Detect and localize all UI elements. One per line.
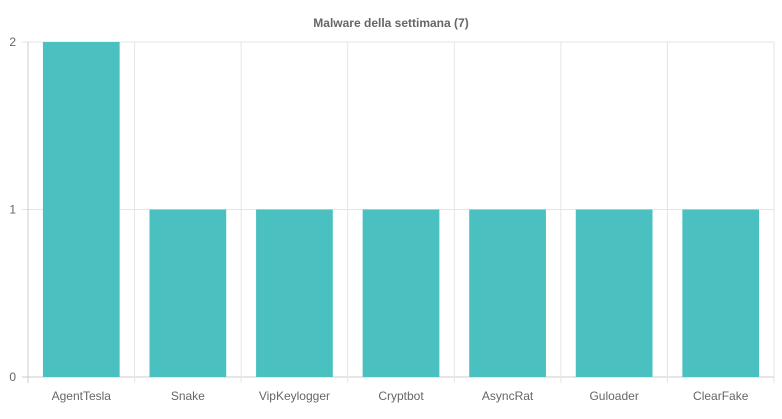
bar-agenttesla[interactable] [42, 42, 120, 377]
x-tick-label: AgentTesla [52, 389, 112, 403]
bar-snake[interactable] [149, 209, 227, 378]
y-axis-ticks: 0 1 2 [9, 35, 16, 384]
x-tick-label: Guloader [589, 389, 638, 403]
x-tick-label: Cryptbot [378, 389, 424, 403]
bars [42, 42, 760, 378]
x-tick-label: VipKeylogger [259, 389, 330, 403]
bar-asyncrat[interactable] [469, 209, 546, 378]
bar-clearfake[interactable] [682, 209, 760, 378]
bar-cryptbot[interactable] [362, 209, 440, 378]
x-tick-label: AsyncRat [482, 389, 534, 403]
x-tick-label: Snake [171, 389, 205, 403]
chart-title: Malware della settimana (7) [313, 16, 468, 30]
y-tick-label: 1 [9, 203, 16, 217]
x-axis-ticks: AgentTesla Snake VipKeylogger Cryptbot Async… [52, 389, 749, 403]
bar-vipkeylogger[interactable] [256, 209, 333, 378]
y-tick-label: 0 [9, 370, 16, 384]
bar-guloader[interactable] [575, 209, 653, 378]
y-tick-label: 2 [9, 35, 16, 49]
x-tick-label: ClearFake [693, 389, 749, 403]
